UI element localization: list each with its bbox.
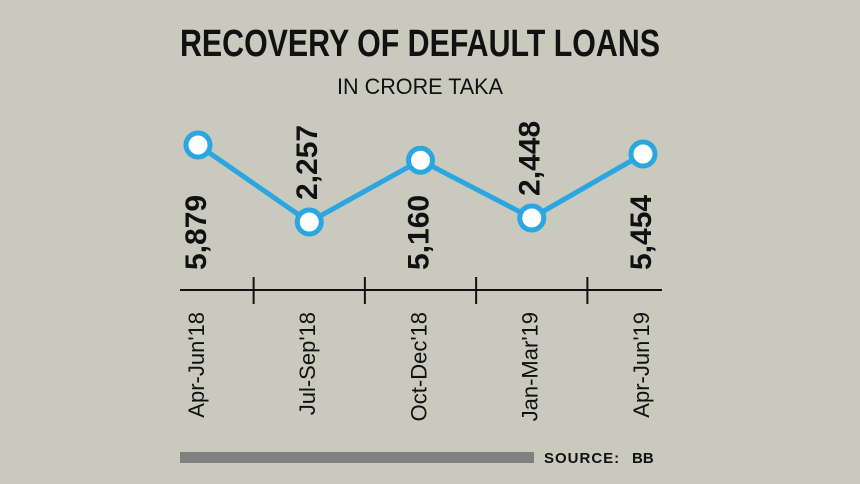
value-label: 2,257 — [291, 125, 324, 200]
value-label: 5,454 — [625, 195, 658, 270]
value-label: 5,879 — [180, 195, 213, 270]
source: BB — [632, 450, 654, 467]
value-label: 5,160 — [402, 195, 435, 270]
point — [294, 207, 324, 237]
value-label: 2,448 — [514, 121, 547, 196]
x-tick-label: Oct-Dec'18 — [406, 312, 431, 421]
x-tick-label: Jan-Mar'19 — [518, 312, 543, 421]
chart-subtitle: IN CRORE TAKA — [337, 74, 503, 99]
x-tick-label: Apr-Jun'19 — [629, 312, 654, 418]
point — [517, 203, 547, 233]
x-tick-label: Apr-Jun'18 — [184, 312, 209, 418]
source-label: SOURCE: — [544, 450, 620, 467]
point — [628, 139, 658, 169]
source-bar — [180, 452, 534, 463]
chart-title: RECOVERY OF DEFAULT LOANS — [180, 23, 660, 65]
point — [183, 130, 213, 160]
x-tick-label: Jul-Sep'18 — [295, 312, 320, 415]
point — [406, 145, 435, 175]
